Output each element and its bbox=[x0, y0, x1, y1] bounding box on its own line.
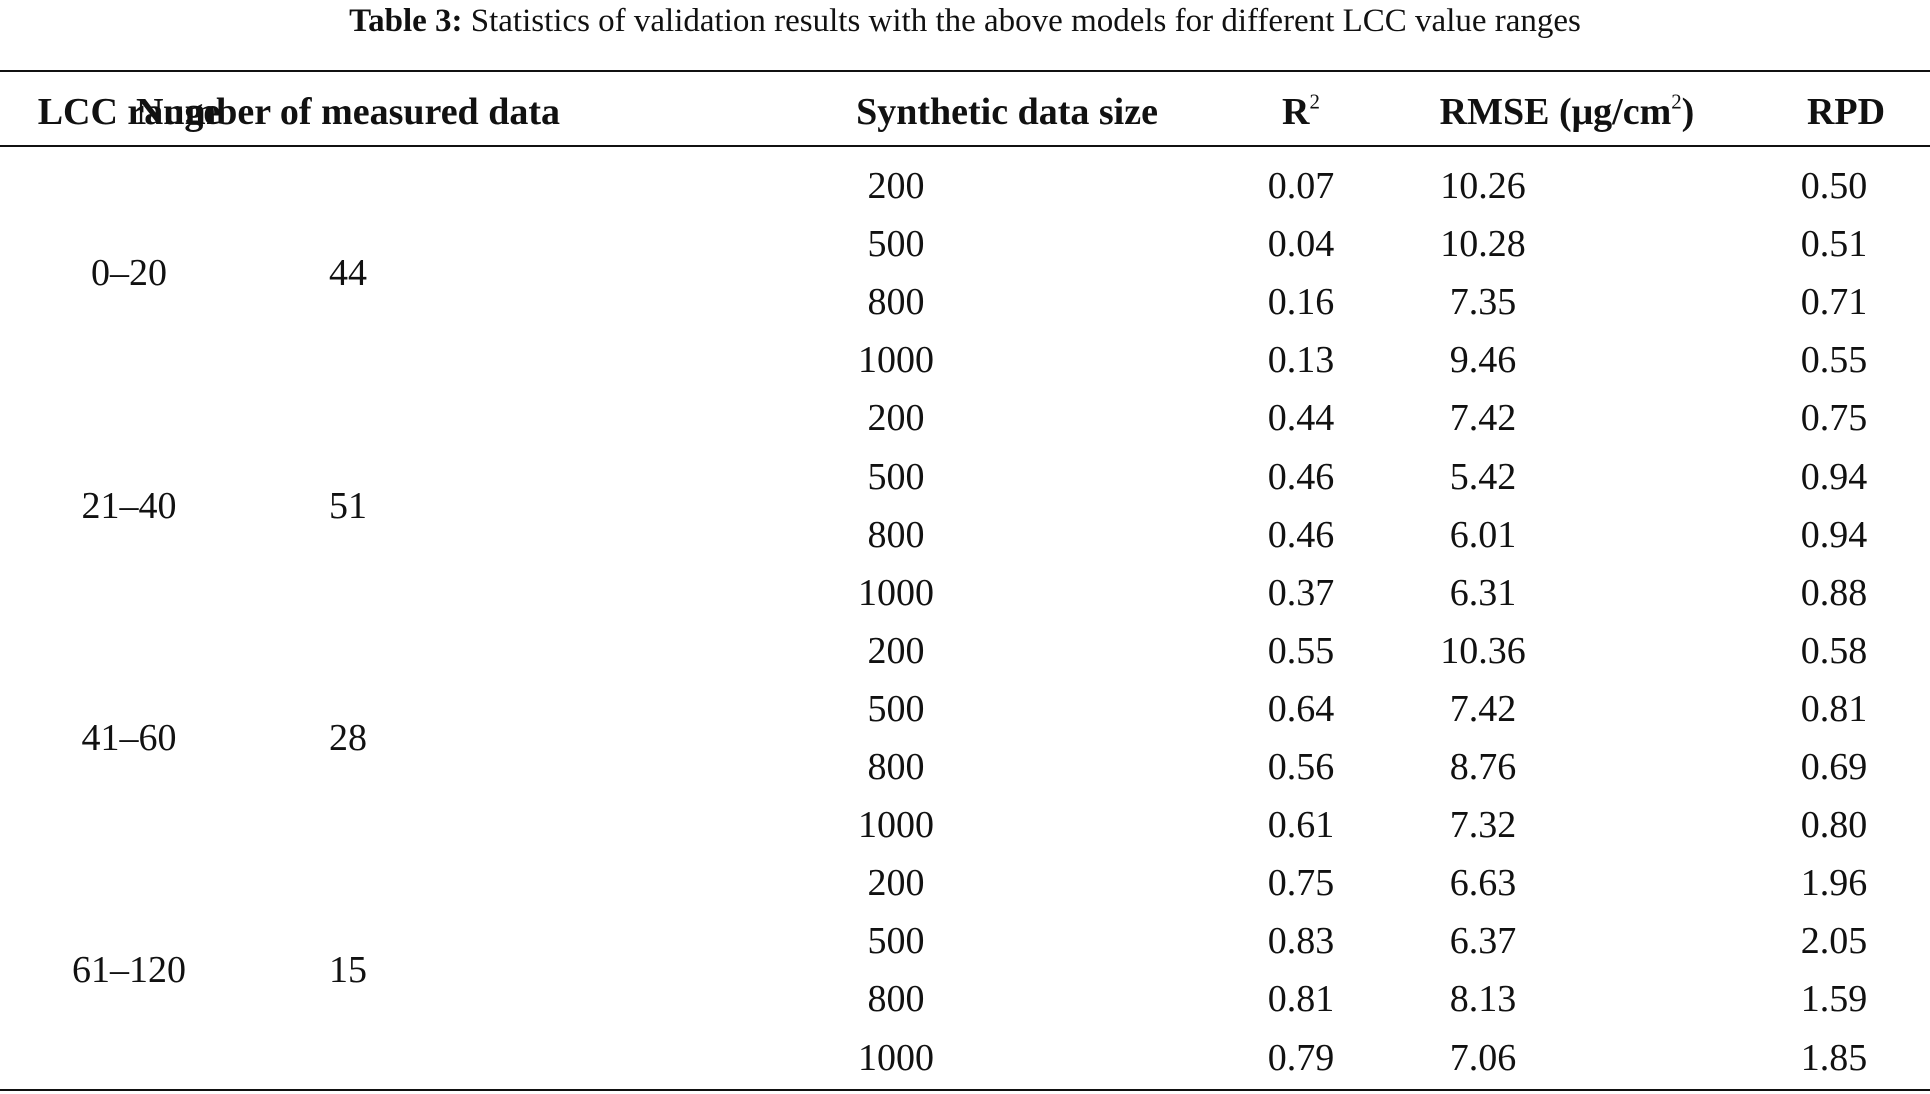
data-cell: 0.81 bbox=[1267, 978, 1335, 1021]
data-cell: 0.55 bbox=[1267, 629, 1335, 672]
data-cell: 2.05 bbox=[1800, 920, 1868, 963]
header-cell: R2 bbox=[1282, 90, 1320, 134]
data-cell: 200 bbox=[867, 397, 925, 440]
data-cell: 10.28 bbox=[1440, 223, 1526, 266]
data-cell: 800 bbox=[867, 978, 925, 1021]
data-cell: 1.85 bbox=[1800, 1036, 1868, 1079]
data-cell: 500 bbox=[867, 223, 925, 266]
data-cell: 0.81 bbox=[1800, 687, 1868, 730]
top-rule bbox=[0, 70, 1930, 72]
data-cell: 0.94 bbox=[1800, 513, 1868, 556]
header-text: RPD bbox=[1806, 91, 1886, 133]
data-cell: 800 bbox=[867, 746, 925, 788]
data-cell: 500 bbox=[867, 687, 925, 730]
data-cell: 200 bbox=[867, 629, 925, 672]
data-cell: 10.26 bbox=[1440, 165, 1526, 207]
data-cell: 1000 bbox=[858, 1036, 934, 1079]
data-cell: 1.96 bbox=[1800, 862, 1868, 905]
data-cell: 1.59 bbox=[1800, 978, 1868, 1021]
measured-count: 15 bbox=[329, 949, 367, 992]
data-cell: 0.13 bbox=[1267, 339, 1335, 382]
header-cell: RMSE (μg/cm2) bbox=[1440, 90, 1695, 134]
data-cell: 8.13 bbox=[1449, 978, 1517, 1021]
data-cell: 500 bbox=[867, 920, 925, 963]
data-cell: 8.76 bbox=[1449, 746, 1517, 788]
data-cell: 6.63 bbox=[1449, 862, 1517, 905]
caption-label: Table 3: bbox=[349, 3, 463, 39]
data-cell: 800 bbox=[867, 281, 925, 324]
lcc-range: 21–40 bbox=[81, 484, 177, 527]
data-cell: 0.07 bbox=[1267, 165, 1335, 207]
data-cell: 0.44 bbox=[1267, 397, 1335, 440]
data-cell: 7.42 bbox=[1449, 397, 1517, 440]
data-cell: 200 bbox=[867, 165, 925, 207]
data-cell: 0.80 bbox=[1800, 804, 1868, 847]
header-text: R bbox=[1282, 91, 1310, 133]
measured-count: 44 bbox=[329, 252, 367, 295]
lcc-range: 41–60 bbox=[81, 716, 177, 759]
data-cell: 0.46 bbox=[1267, 513, 1335, 556]
data-cell: 0.61 bbox=[1267, 804, 1335, 847]
header-text-end: ) bbox=[1681, 91, 1695, 133]
data-cell: 0.83 bbox=[1267, 920, 1335, 963]
data-cell: 0.88 bbox=[1800, 571, 1868, 614]
data-cell: 0.55 bbox=[1800, 339, 1868, 382]
data-cell: 0.50 bbox=[1800, 165, 1868, 207]
data-cell: 0.79 bbox=[1267, 1036, 1335, 1079]
data-cell: 7.35 bbox=[1449, 281, 1517, 324]
data-cell: 0.46 bbox=[1267, 455, 1335, 498]
data-cell: 1000 bbox=[858, 339, 934, 382]
data-cell: 1000 bbox=[858, 571, 934, 614]
data-cell: 0.71 bbox=[1800, 281, 1868, 324]
data-cell: 0.75 bbox=[1267, 862, 1335, 905]
data-cell: 0.16 bbox=[1267, 281, 1335, 324]
header-text: Synthetic data size bbox=[856, 91, 1158, 133]
data-cell: 9.46 bbox=[1449, 339, 1517, 382]
lcc-range: 61–120 bbox=[72, 949, 186, 992]
header-cell: LCC range bbox=[38, 90, 221, 134]
header-cell: Synthetic data size bbox=[856, 90, 1158, 134]
data-cell: 0.51 bbox=[1800, 223, 1868, 266]
data-cell: 6.01 bbox=[1449, 513, 1517, 556]
header-cell: Number of measured data bbox=[136, 90, 560, 134]
data-cell: 1000 bbox=[858, 804, 934, 847]
data-cell: 500 bbox=[867, 455, 925, 498]
data-cell: 7.42 bbox=[1449, 687, 1517, 730]
data-cell: 6.37 bbox=[1449, 920, 1517, 963]
data-cell: 0.56 bbox=[1267, 746, 1335, 788]
data-cell: 0.94 bbox=[1800, 455, 1868, 498]
data-cell: 6.31 bbox=[1449, 571, 1517, 614]
data-cell: 0.75 bbox=[1800, 397, 1868, 440]
header-text: Number of measured data bbox=[136, 91, 560, 133]
data-cell: 0.58 bbox=[1800, 629, 1868, 672]
data-cell: 5.42 bbox=[1449, 455, 1517, 498]
measured-count: 28 bbox=[329, 716, 367, 759]
bottom-rule bbox=[0, 1089, 1930, 1091]
data-cell: 0.64 bbox=[1267, 687, 1335, 730]
header-superscript: 2 bbox=[1309, 89, 1320, 114]
data-cell: 10.36 bbox=[1440, 629, 1526, 672]
lcc-range: 0–20 bbox=[91, 252, 167, 295]
data-cell: 200 bbox=[867, 862, 925, 905]
caption: Table 3: Statistics of validation result… bbox=[0, 0, 1930, 42]
header-cell: RPD bbox=[1807, 90, 1885, 134]
data-cell: 0.04 bbox=[1267, 223, 1335, 266]
caption-text: Statistics of validation results with th… bbox=[470, 3, 1581, 39]
header-text: LCC range bbox=[37, 91, 221, 133]
header-superscript: 2 bbox=[1671, 89, 1682, 114]
data-cell: 7.32 bbox=[1449, 804, 1517, 847]
measured-count: 51 bbox=[329, 484, 367, 527]
data-cell: 800 bbox=[867, 513, 925, 556]
header-rule bbox=[0, 145, 1930, 147]
header-text: RMSE (μg/cm bbox=[1439, 91, 1672, 133]
data-cell: 7.06 bbox=[1449, 1036, 1517, 1079]
data-cell: 0.37 bbox=[1267, 571, 1335, 614]
data-cell: 0.69 bbox=[1800, 746, 1868, 788]
